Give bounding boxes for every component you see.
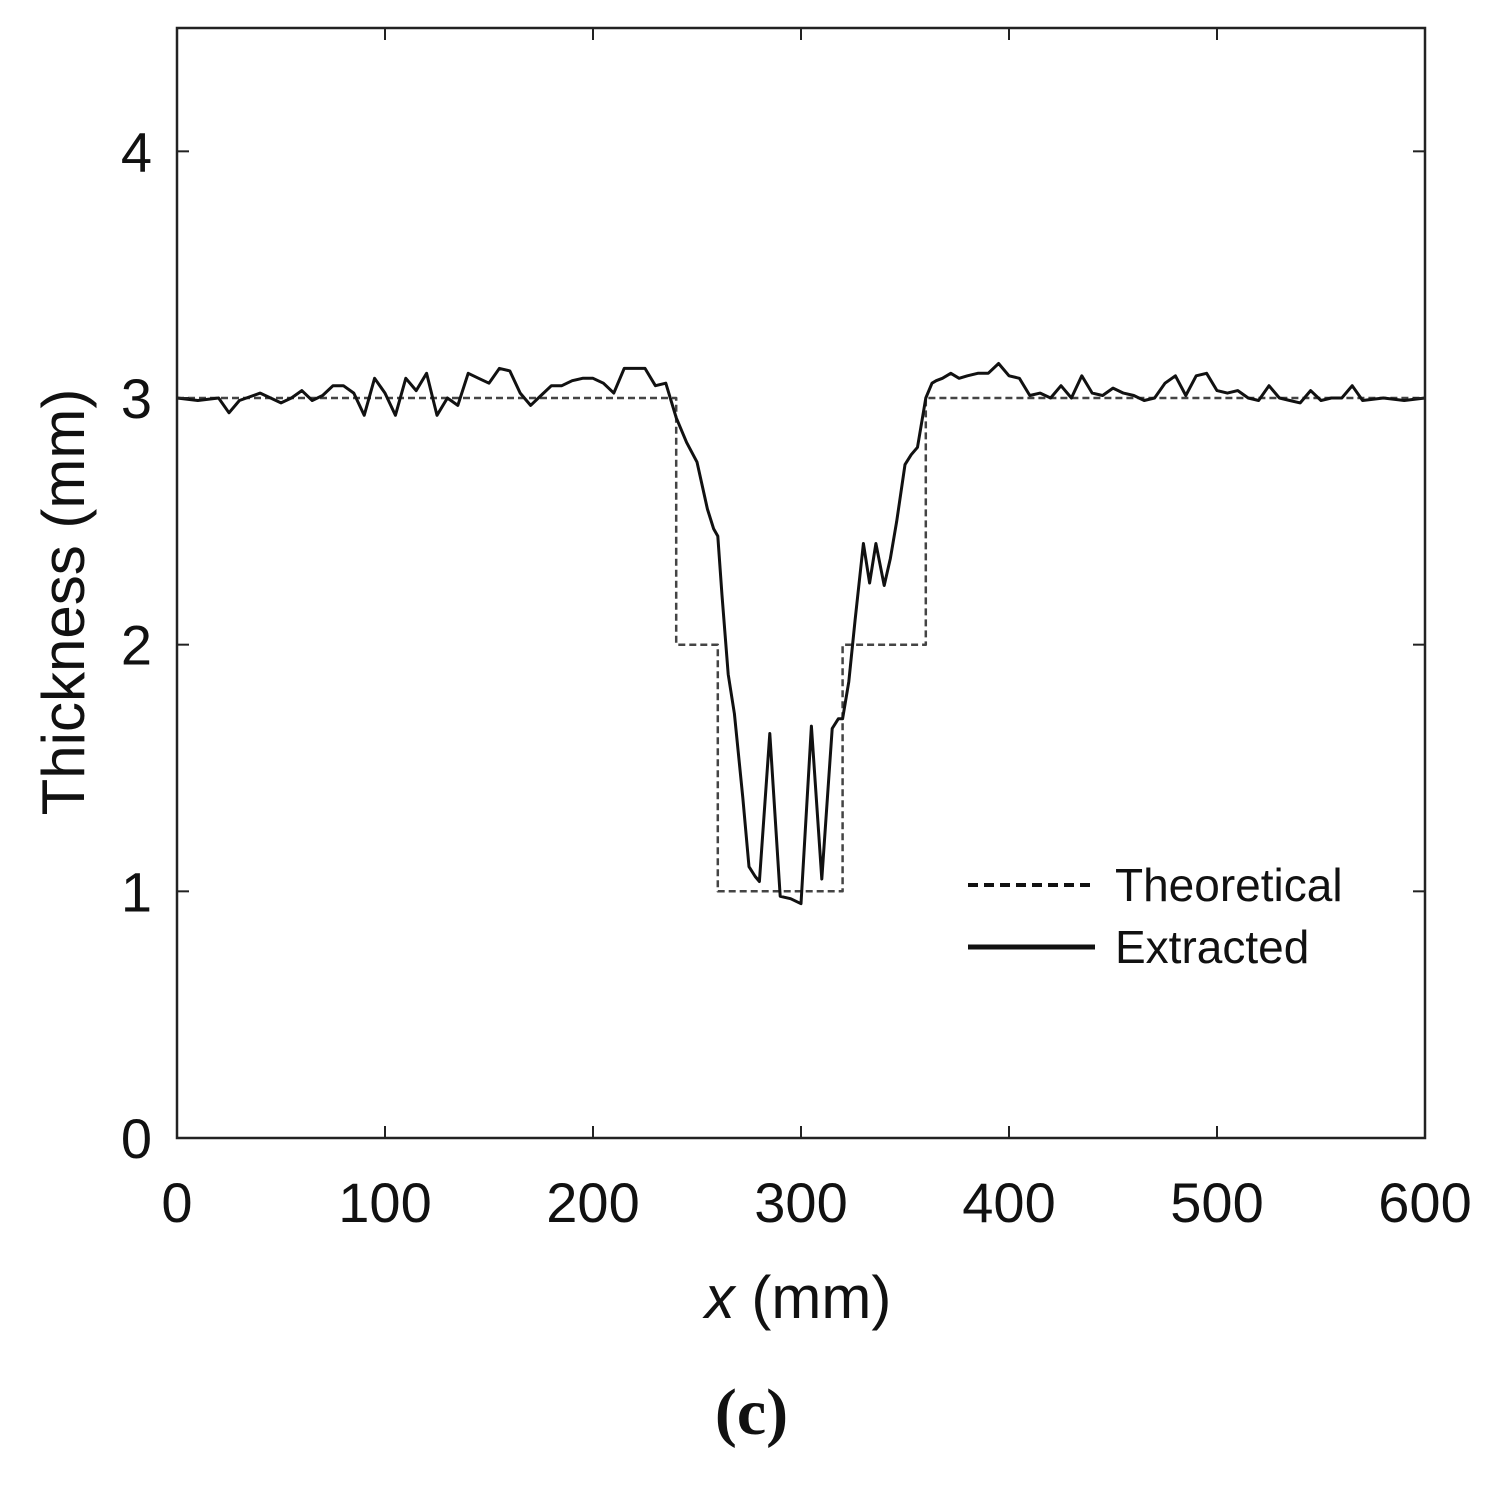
x-axis-title: x (mm) xyxy=(702,1264,892,1331)
y-tick-label: 2 xyxy=(121,614,152,677)
y-tick-label: 4 xyxy=(121,120,152,183)
x-tick-label: 500 xyxy=(1170,1171,1263,1234)
x-tick-label: 300 xyxy=(754,1171,847,1234)
x-tick-label: 400 xyxy=(962,1171,1055,1234)
x-tick-label: 600 xyxy=(1378,1171,1471,1234)
x-tick-label: 100 xyxy=(338,1171,431,1234)
x-tick-label: 200 xyxy=(546,1171,639,1234)
series-line-extracted xyxy=(176,362,1426,906)
y-tick-label: 1 xyxy=(121,860,152,923)
x-tick-label: 0 xyxy=(161,1171,192,1234)
legend: Theoretical Extracted xyxy=(968,859,1343,973)
x-axis-title-unit: (mm) xyxy=(735,1264,892,1331)
x-axis-ticks: 0 100 200 300 400 500 600 xyxy=(161,28,1472,1234)
x-axis-title-var: x xyxy=(702,1264,737,1331)
y-tick-label: 0 xyxy=(121,1107,152,1170)
legend-label-extracted: Extracted xyxy=(1115,921,1309,973)
panel-label: (c) xyxy=(714,1376,789,1449)
y-axis-title: Thickness (mm) xyxy=(30,389,97,816)
legend-label-theoretical: Theoretical xyxy=(1115,859,1343,911)
series-line-theoretical xyxy=(177,396,1425,893)
y-axis-ticks: 0 1 2 3 4 xyxy=(121,120,1425,1170)
y-tick-label: 3 xyxy=(121,367,152,430)
